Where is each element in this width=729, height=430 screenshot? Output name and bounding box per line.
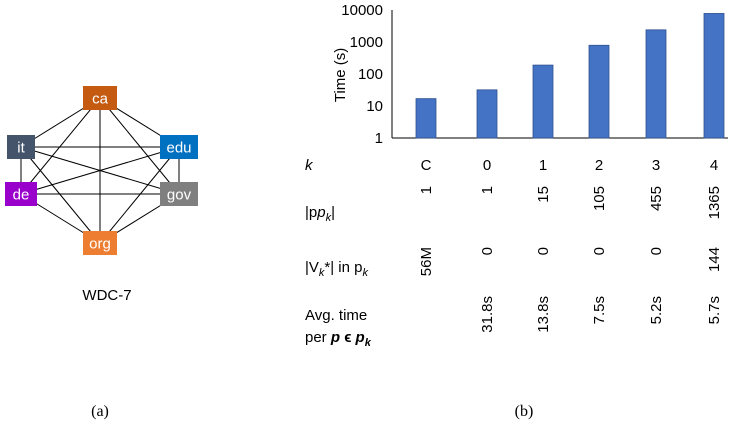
graph-node-label: edu (166, 140, 191, 157)
avg-time-value: 31.8s (479, 296, 496, 333)
k-value: 1 (539, 157, 547, 174)
avg-time-value: 13.8s (535, 296, 552, 333)
bars (415, 13, 725, 139)
graph-edge (99, 97, 180, 195)
row-label-pk-p: p (316, 204, 325, 221)
graph-node-box (83, 86, 117, 110)
row-label-k: k (305, 157, 314, 174)
bar-C (415, 98, 437, 139)
pk-values: 1 1 15 105 455 1365 (418, 186, 723, 219)
bar-1 (532, 64, 554, 139)
graph-node-gov: gov (160, 182, 198, 206)
graph-node-label: it (17, 140, 25, 157)
avg-time-value: 5.2s (648, 296, 665, 324)
vk-value: 0 (479, 247, 496, 255)
vk-values: 56M 0 0 0 0 144 (418, 247, 723, 276)
graph-caption: WDC-7 (82, 287, 131, 304)
graph-node-label: org (89, 236, 111, 253)
y-tick-label: 100 (358, 66, 383, 83)
avg-time-value: 5.7s (706, 296, 723, 324)
graph-node-box (5, 182, 37, 206)
pk-value: 1 (479, 186, 496, 194)
vk-value: 0 (591, 247, 608, 255)
graph-edge (20, 97, 101, 195)
y-tick-label: 1000 (350, 34, 383, 51)
k-value: 2 (595, 157, 603, 174)
k-value: 4 (710, 157, 718, 174)
k-value: 3 (652, 157, 660, 174)
graph-node-org: org (83, 231, 117, 255)
graph-node-box (83, 231, 117, 255)
y-tick-label: 10 (366, 98, 383, 115)
row-label-avg-line2: per p ϵ pk (305, 329, 372, 349)
graph-node-ca: ca (83, 86, 117, 110)
row-label-avg-line1: Avg. time (305, 307, 367, 324)
y-axis-label: Time (s) (332, 48, 349, 102)
complete-graph: ca edu gov org de it WDC-7 (5, 86, 198, 304)
graph-node-label: de (13, 187, 30, 204)
graph-edges (20, 97, 180, 244)
avg-time-value: 7.5s (591, 296, 608, 324)
graph-node-box (160, 135, 198, 159)
graph-node-it: it (7, 135, 35, 159)
stats-table: k C 0 1 2 3 4 |ppk| 1 1 15 105 455 1365 |Vk*| in p… (305, 157, 723, 349)
panel-label-b: (b) (515, 403, 534, 420)
y-tick-labels: 1 10 100 1000 10000 (341, 2, 383, 147)
k-values: C 0 1 2 3 4 (421, 157, 719, 174)
graph-nodes: ca edu gov org de it (5, 86, 198, 255)
graph-edge (99, 146, 180, 244)
row-label-pk: |ppk| (305, 204, 335, 224)
graph-node-label: ca (92, 91, 109, 108)
graph-edge (20, 146, 101, 244)
graph-node-box (7, 135, 35, 159)
bar-3 (645, 29, 667, 139)
graph-node-label: gov (167, 187, 192, 204)
avg-values: 31.8s 13.8s 7.5s 5.2s 5.7s (479, 296, 723, 333)
vk-value: 144 (706, 247, 723, 272)
pk-value: 1365 (706, 186, 723, 219)
bar-4 (703, 13, 725, 139)
bar-2 (588, 44, 610, 139)
pk-value: 15 (535, 186, 552, 203)
k-value: C (421, 157, 432, 174)
row-label-vk: |Vk*| in pk (305, 259, 369, 279)
y-tick-label: 1 (375, 130, 383, 147)
y-tick-label: 10000 (341, 2, 383, 19)
pk-value: 455 (648, 186, 665, 211)
graph-edge (20, 146, 180, 195)
vk-value: 0 (535, 247, 552, 255)
bar-0 (476, 89, 498, 139)
graph-node-de: de (5, 182, 37, 206)
panel-label-a: (a) (91, 403, 109, 420)
k-value: 0 (483, 157, 491, 174)
graph-node-box (160, 182, 198, 206)
bar-chart: 1 10 100 1000 10000 Time (s) (332, 2, 728, 147)
vk-value: 56M (418, 247, 435, 276)
pk-value: 1 (418, 186, 435, 194)
pk-value: 105 (591, 186, 608, 211)
graph-node-edu: edu (160, 135, 198, 159)
vk-value: 0 (648, 247, 665, 255)
